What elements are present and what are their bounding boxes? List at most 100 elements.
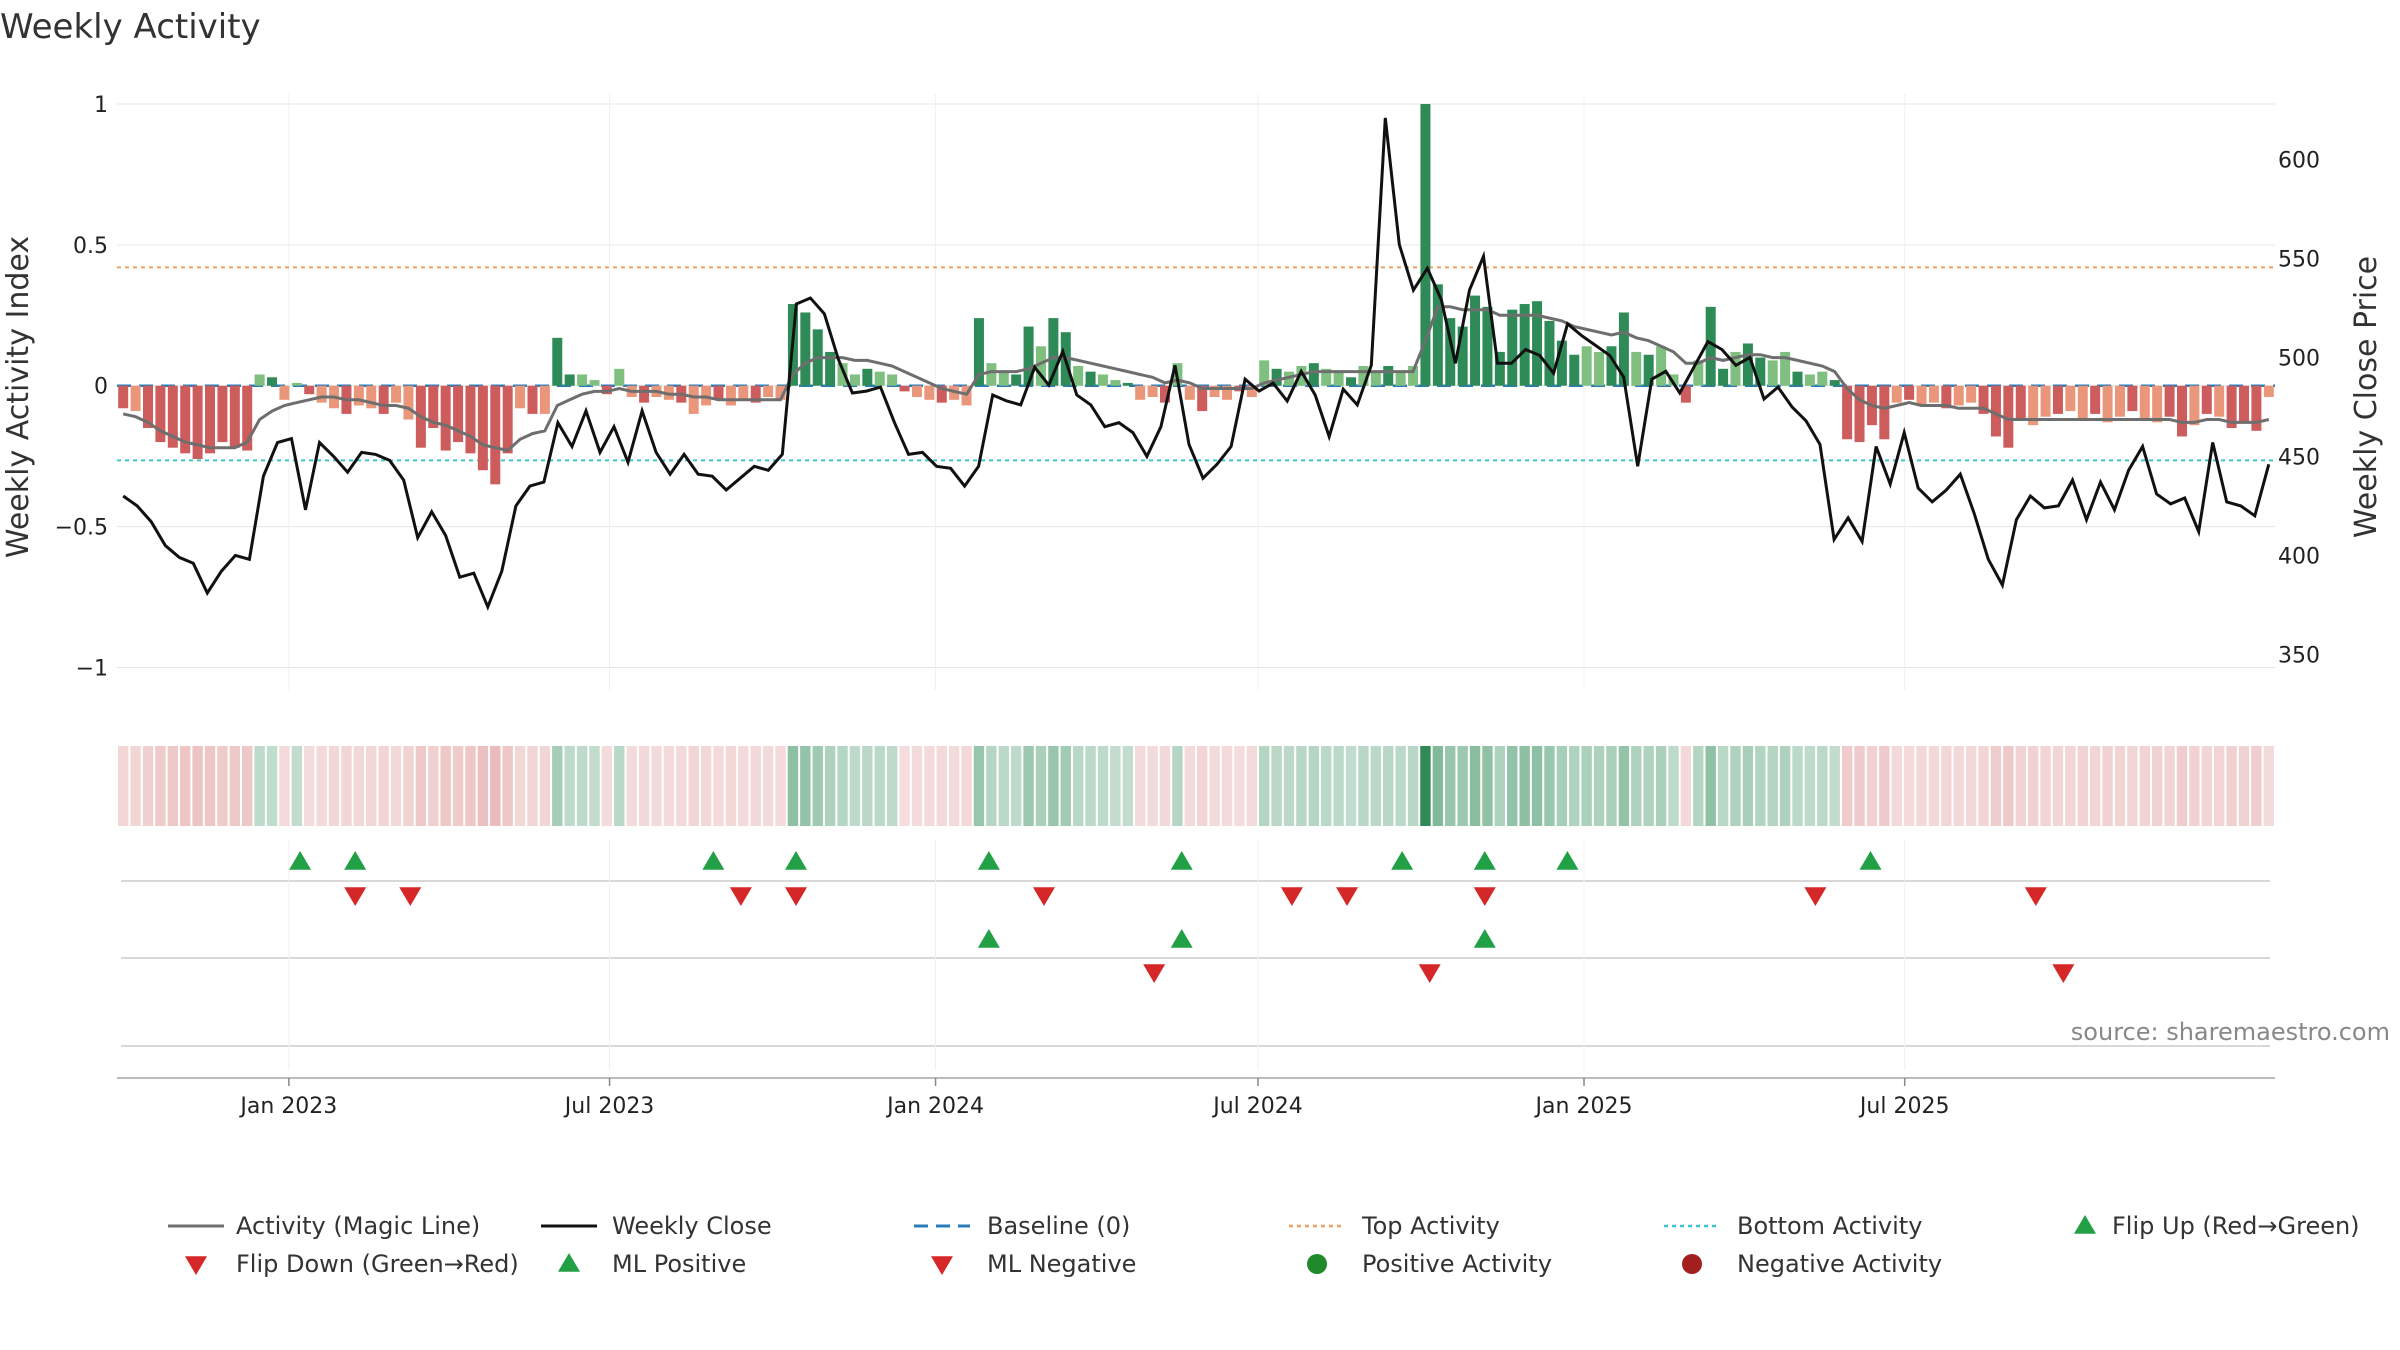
strip-cell-negative <box>2127 746 2138 826</box>
activity-strip <box>118 746 2274 826</box>
bar-positive <box>1643 354 1654 386</box>
strip-cell-positive <box>1296 746 1307 826</box>
strip-cell-positive <box>849 746 861 826</box>
bar-negative <box>1246 385 1257 397</box>
strip-cell-positive <box>614 746 625 826</box>
strip-cell-negative <box>2040 746 2051 826</box>
legend-flip-up-red-green-label: Flip Up (Red→Green) <box>2112 1212 2360 1240</box>
bar-positive <box>614 368 625 386</box>
strip-cell-negative <box>2027 746 2039 826</box>
bar-positive <box>1780 351 1791 386</box>
bar-negative <box>539 385 550 414</box>
bar-positive <box>1321 368 1332 386</box>
strip-cell-positive <box>787 746 799 826</box>
strip-cell-positive <box>1469 746 1481 826</box>
flip-down-marker <box>1473 887 1496 906</box>
strip-cell-negative <box>762 746 774 826</box>
bar-positive <box>998 371 1009 386</box>
y-right-tick-label: 350 <box>2278 643 2320 668</box>
flip-up-marker <box>1859 851 1882 870</box>
strip-cell-negative <box>1953 746 1964 826</box>
strip-cell-positive <box>1606 746 1617 826</box>
bar-negative <box>1197 385 1208 412</box>
bar-positive <box>1097 374 1108 386</box>
bar-positive <box>1259 360 1270 386</box>
x-tick-label: Jul 2025 <box>1858 1094 1950 1119</box>
strip-cell-positive <box>1085 746 1096 826</box>
x-axis: Jan 2023 Jul 2023 Jan 2024 Jul 2024 Jan 2025… <box>117 1077 2275 1119</box>
x-tick-label: Jan 2023 <box>238 1094 337 1119</box>
strip-cell-positive <box>1172 746 1183 826</box>
flip-down-marker <box>344 887 367 906</box>
strip-cell-negative <box>2176 746 2188 826</box>
strip-cell-negative <box>2213 746 2225 826</box>
legend-positive-activity-swatch <box>1307 1254 1327 1274</box>
flip-down-marker <box>729 887 752 906</box>
bar-negative <box>2040 385 2051 417</box>
strip-cell-positive <box>824 746 836 826</box>
strip-cell-negative <box>378 746 389 826</box>
strip-cell-negative <box>204 746 216 826</box>
bar-negative <box>192 385 203 459</box>
strip-cell-positive <box>1060 746 1071 826</box>
strip-cell-positive <box>986 746 997 826</box>
strip-cell-negative <box>304 746 315 826</box>
strip-cell-positive <box>1259 746 1270 826</box>
strip-cell-negative <box>167 746 179 826</box>
strip-cell-negative <box>341 746 352 826</box>
strip-cell-positive <box>1779 746 1791 826</box>
bar-positive <box>1594 351 1605 386</box>
strip-cell-positive <box>1023 746 1034 826</box>
bar-negative <box>1842 385 1853 440</box>
bar-positive <box>849 374 860 386</box>
bar-negative <box>639 385 650 403</box>
strip-cell-positive <box>886 746 898 826</box>
bar-negative <box>428 385 439 428</box>
flip-down-marker <box>1336 887 1359 906</box>
flip-down-marker <box>1280 887 1303 906</box>
strip-cell-positive <box>1494 746 1506 826</box>
bar-positive <box>1308 363 1319 386</box>
bar-negative <box>167 385 178 448</box>
legend-positive-activity-label: Positive Activity <box>1362 1250 1552 1278</box>
x-tick-label: Jan 2025 <box>1534 1094 1633 1119</box>
bar-negative <box>1928 385 1939 403</box>
strip-cell-negative <box>688 746 699 826</box>
legend-flip-down-green-red-label: Flip Down (Green→Red) <box>236 1250 519 1278</box>
bar-negative <box>304 385 315 395</box>
strip-cell-negative <box>1221 746 1233 826</box>
bar-positive <box>1656 346 1667 386</box>
bar-positive <box>1544 320 1555 386</box>
strip-cell-negative <box>180 746 191 826</box>
bar-positive <box>291 382 302 386</box>
strip-cell-negative <box>899 746 910 826</box>
strip-cell-negative <box>390 746 402 826</box>
source-note: source: sharemaestro.com <box>2071 1018 2390 1046</box>
bar-positive <box>1073 366 1084 386</box>
bar-negative <box>229 385 240 448</box>
bar-negative <box>936 385 947 403</box>
y-left-tick-label: −1 <box>76 656 108 681</box>
strip-cell-positive <box>1358 746 1369 826</box>
strip-cell-positive <box>1482 746 1493 826</box>
bar-negative <box>453 385 464 443</box>
strip-cell-positive <box>1445 746 1456 826</box>
strip-cell-positive <box>1035 746 1047 826</box>
strip-cell-positive <box>1072 746 1084 826</box>
axis-ticks: 1 0.5 0 −0.5 −1 600 550 500 450 400 350 <box>55 93 2320 681</box>
strip-cell-negative <box>440 746 451 826</box>
bar-negative <box>279 385 290 400</box>
flip-up-marker <box>785 851 808 870</box>
bar-negative <box>1854 385 1865 443</box>
strip-cell-negative <box>1147 746 1158 826</box>
strip-cell-positive <box>1048 746 1059 826</box>
strip-cell-negative <box>1854 746 1865 826</box>
bar-negative <box>2263 385 2274 397</box>
bar-positive <box>564 374 575 386</box>
bar-positive <box>1519 304 1530 386</box>
legend-activity-magic-line-label: Activity (Magic Line) <box>236 1212 480 1240</box>
bar-positive <box>800 312 811 386</box>
bar-positive <box>577 374 588 386</box>
strip-cell-positive <box>1370 746 1382 826</box>
bar-positive <box>1829 380 1840 386</box>
